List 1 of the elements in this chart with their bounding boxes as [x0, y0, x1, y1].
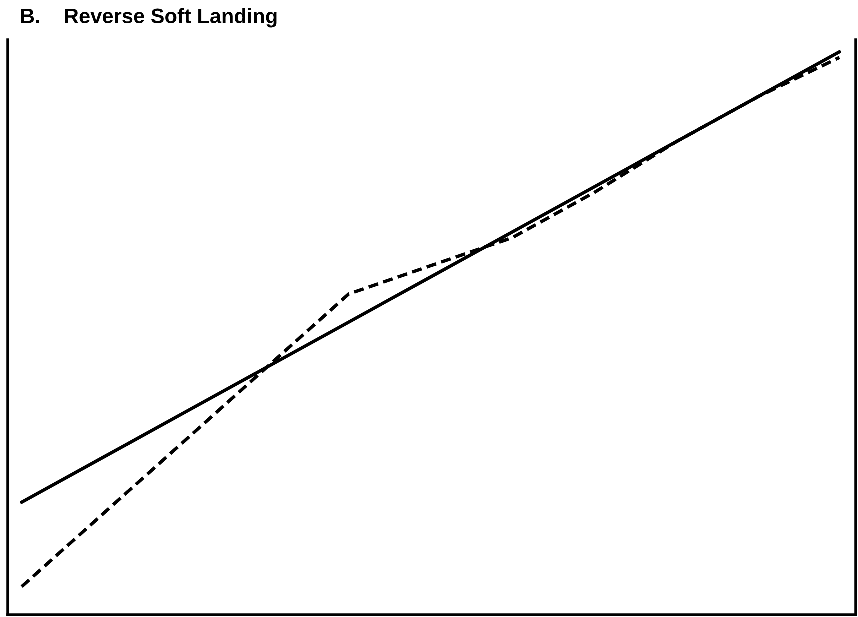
chart-title: B. Reverse Soft Landing [21, 8, 277, 28]
